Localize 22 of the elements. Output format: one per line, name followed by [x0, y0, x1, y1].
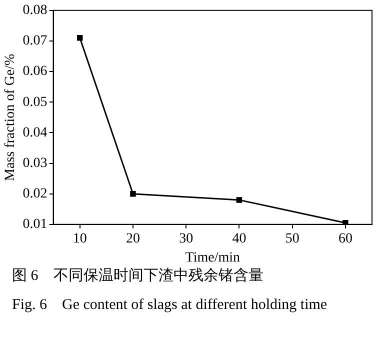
point [342, 220, 348, 224]
y-tick-label: 0.02 [22, 186, 48, 202]
x-tick-label: 30 [179, 231, 194, 246]
y-tick-label: 0.05 [22, 94, 48, 110]
y-tick-label: 0.07 [22, 34, 48, 49]
y-tick-label: 0.04 [22, 125, 48, 140]
y-tick-label: 0.03 [22, 156, 48, 171]
x-tick-label: 10 [72, 231, 87, 246]
caption: Fig. 6 Ge content of slags at different holding time [12, 296, 328, 314]
point [236, 197, 242, 203]
x-tick-label: 60 [338, 231, 352, 246]
y-tick-label: 0.06 [22, 64, 48, 80]
point [76, 35, 83, 41]
x-tick-label: 20 [126, 231, 140, 246]
caption: 图 6 不同保温时间下渣中残余锗含量 [12, 266, 264, 285]
x-tick-label: 40 [232, 231, 246, 246]
y-axis-title: Mass fraction of Ge/% [3, 54, 18, 181]
point [130, 190, 136, 197]
y-tick-label: 0.08 [22, 3, 48, 18]
y-tick-label: 0.01 [22, 217, 48, 232]
x-tick-label: 50 [285, 231, 300, 246]
x-axis-title: Time/min [185, 250, 240, 266]
